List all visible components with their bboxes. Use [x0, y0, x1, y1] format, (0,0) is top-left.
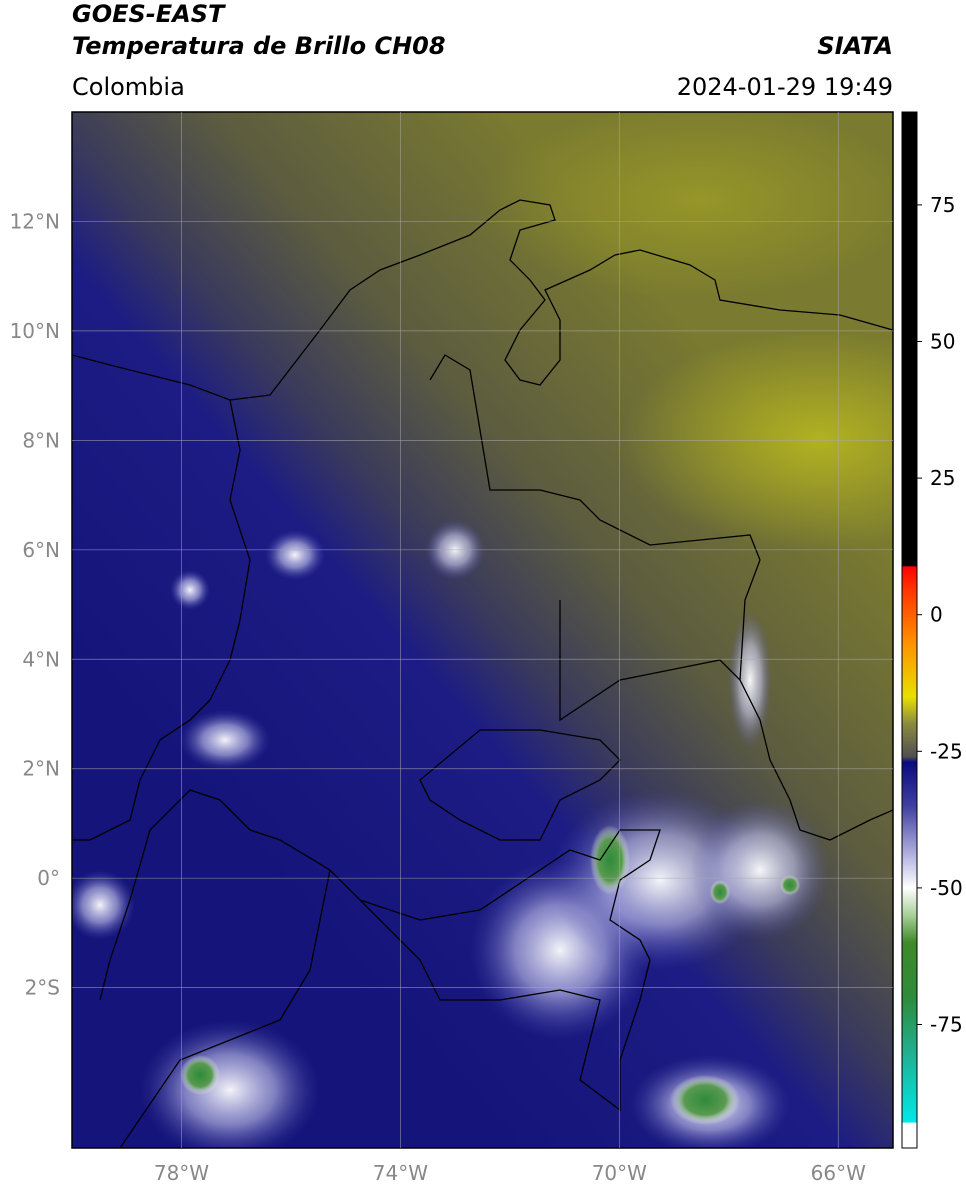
y-tick-label: 8°N — [22, 428, 60, 452]
satellite-image — [72, 112, 893, 1148]
y-tick-label: 2°N — [22, 757, 60, 781]
x-tick-label: 66°W — [811, 1161, 866, 1185]
colorbar-tick-label: 75 — [930, 193, 955, 217]
map-frame — [71, 111, 894, 1149]
colorbar-tick-label: -75 — [930, 1013, 963, 1037]
satellite: GOES-EAST — [72, 0, 226, 28]
x-tick-label: 78°W — [154, 1161, 209, 1185]
y-tick-label: 4°N — [22, 647, 60, 671]
colorbar-tick-label: 0 — [930, 603, 943, 627]
colorbar-tick-label: 25 — [930, 466, 955, 490]
x-tick-label: 70°W — [592, 1161, 647, 1185]
source: SIATA — [817, 32, 893, 60]
x-tick-label: 74°W — [373, 1161, 428, 1185]
region: Colombia — [72, 73, 185, 101]
y-tick-label: 6°N — [22, 538, 60, 562]
y-tick-label: 2°S — [25, 976, 60, 1000]
y-tick-label: 12°N — [10, 209, 60, 233]
product: Temperatura de Brillo CH08 — [72, 32, 446, 60]
colorbar-tick-label: -50 — [930, 876, 963, 900]
colorbar-tick-label: -25 — [930, 739, 963, 763]
colorbar — [901, 111, 918, 1149]
y-tick-label: 0° — [37, 866, 60, 890]
colorbar-tick-label: 50 — [930, 329, 955, 353]
datetime: 2024-01-29 19:49 — [677, 73, 893, 101]
y-tick-label: 10°N — [10, 319, 60, 343]
